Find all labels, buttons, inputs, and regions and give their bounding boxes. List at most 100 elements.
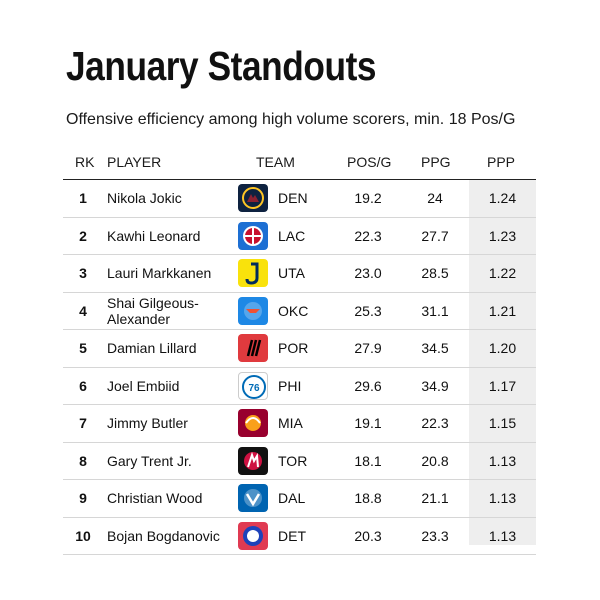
player-cell: Nikola Jokic	[107, 190, 182, 207]
ppg-cell: 20.8	[421, 452, 449, 469]
thunder-logo-icon	[238, 296, 268, 325]
team-cell: DAL	[278, 490, 306, 507]
player-cell: Christian Wood	[107, 490, 203, 507]
ppp-cell: 1.21	[488, 302, 517, 319]
team-logo-cell	[238, 518, 268, 555]
player-cell: Damian Lillard	[107, 340, 197, 357]
team-logo-cell	[238, 255, 268, 292]
ppp-cell: 1.13	[488, 452, 517, 469]
player-cell: Kawhi Leonard	[107, 227, 201, 244]
ppg-cell: 28.5	[421, 265, 449, 282]
player-cell: Bojan Bogdanovic	[107, 527, 220, 544]
pos-g-cell: 18.8	[354, 490, 382, 507]
rank-cell: 8	[79, 452, 87, 469]
team-cell: UTA	[278, 265, 305, 282]
ppp-column-highlight	[469, 180, 536, 545]
player-cell: Jimmy Butler	[107, 415, 188, 432]
table-row: 10 Bojan Bogdanovic DET 20.3 23.3 1.13	[63, 518, 536, 555]
ppp-cell: 1.15	[488, 415, 517, 432]
ppg-cell: 34.5	[421, 340, 449, 357]
ppp-cell: 1.23	[488, 227, 517, 244]
team-cell: PHI	[278, 377, 302, 394]
pos-g-cell: 23.0	[354, 265, 382, 282]
team-logo-cell: 76	[238, 368, 268, 405]
team-cell: OKC	[278, 302, 309, 319]
player-cell: Shai Gilgeous-Alexander	[107, 294, 199, 327]
ppg-cell: 31.1	[421, 302, 449, 319]
heat-logo-icon	[238, 409, 268, 438]
rank-cell: 1	[79, 190, 87, 207]
pos-g-cell: 29.6	[354, 377, 382, 394]
team-cell: MIA	[278, 415, 303, 432]
player-cell: Lauri Markkanen	[107, 265, 212, 282]
team-cell: TOR	[278, 452, 308, 469]
ppp-cell: 1.13	[488, 490, 517, 507]
ppg-cell: 21.1	[421, 490, 449, 507]
rank-cell: 9	[79, 490, 87, 507]
team-logo-cell	[238, 405, 268, 442]
column-header-pos-g: POS/G	[347, 154, 392, 170]
ppp-cell: 1.17	[488, 377, 517, 394]
ppg-cell: 27.7	[421, 227, 449, 244]
team-logo-cell	[238, 443, 268, 480]
table-row: 4 Shai Gilgeous-Alexander OKC 25.3 31.1 1.21	[63, 293, 536, 330]
rank-cell: 4	[79, 302, 87, 319]
rank-cell: 2	[79, 227, 87, 244]
pos-g-cell: 18.1	[354, 452, 382, 469]
table-row: 8 Gary Trent Jr. TOR 18.1 20.8 1.13	[63, 443, 536, 480]
ppp-cell: 1.13	[488, 527, 517, 544]
table-row: 6 Joel Embiid 76 PHI 29.6 34.9 1.17	[63, 368, 536, 405]
ppp-cell: 1.24	[488, 190, 517, 207]
table-row: 3 Lauri Markkanen UTA 23.0 28.5 1.22	[63, 255, 536, 293]
table-header: RK PLAYER TEAM POS/G PPG PPP	[63, 143, 536, 180]
team-cell: DEN	[278, 190, 308, 207]
clippers-logo-icon	[238, 221, 268, 250]
pistons-logo-icon	[238, 521, 268, 550]
pos-g-cell: 19.2	[354, 190, 382, 207]
player-cell: Gary Trent Jr.	[107, 452, 192, 469]
pos-g-cell: 19.1	[354, 415, 382, 432]
pos-g-cell: 20.3	[354, 527, 382, 544]
page-title: January Standouts	[66, 43, 377, 89]
table-row: 9 Christian Wood DAL 18.8 21.1 1.13	[63, 480, 536, 518]
table-body: 1 Nikola Jokic DEN 19.2 24 1.24 2 Kawhi Leonard…	[63, 180, 536, 555]
player-cell: Joel Embiid	[107, 377, 180, 394]
rank-cell: 7	[79, 415, 87, 432]
pos-g-cell: 25.3	[354, 302, 382, 319]
trail-blazers-logo-icon	[238, 334, 268, 363]
column-header-ppg: PPG	[421, 154, 451, 170]
jazz-logo-icon	[238, 259, 268, 288]
column-header-ppp: PPP	[487, 154, 516, 170]
team-cell: POR	[278, 340, 309, 357]
ppp-cell: 1.20	[488, 340, 517, 357]
column-header-rk: RK	[75, 154, 95, 170]
76ers-logo-icon: 76	[238, 371, 268, 400]
rank-cell: 5	[79, 340, 87, 357]
nuggets-logo-icon	[238, 184, 268, 213]
team-cell: LAC	[278, 227, 306, 244]
column-header-player: PLAYER	[107, 154, 162, 170]
team-logo-cell	[238, 330, 268, 367]
ppg-cell: 24	[427, 190, 443, 207]
pos-g-cell: 27.9	[354, 340, 382, 357]
ppg-cell: 34.9	[421, 377, 449, 394]
team-logo-cell	[238, 218, 268, 255]
svg-text:76: 76	[248, 383, 260, 394]
pos-g-cell: 22.3	[354, 227, 382, 244]
team-logo-cell	[238, 293, 268, 330]
mavericks-logo-icon	[238, 484, 268, 513]
rank-cell: 3	[79, 265, 87, 282]
rank-cell: 6	[79, 377, 87, 394]
standings-table: RK PLAYER TEAM POS/G PPG PPP 1 Nikola Jok…	[63, 143, 536, 555]
rank-cell: 10	[75, 527, 91, 544]
team-logo-cell	[238, 180, 268, 217]
table-row: 2 Kawhi Leonard LAC 22.3 27.7 1.23	[63, 218, 536, 255]
page-subtitle: Offensive efficiency among high volume s…	[66, 111, 516, 128]
table-row: 1 Nikola Jokic DEN 19.2 24 1.24	[63, 180, 536, 218]
table-row: 7 Jimmy Butler MIA 19.1 22.3 1.15	[63, 405, 536, 443]
column-header-team: TEAM	[256, 154, 295, 170]
raptors-logo-icon	[238, 446, 268, 475]
table-row: 5 Damian Lillard POR 27.9 34.5 1.20	[63, 330, 536, 368]
ppg-cell: 22.3	[421, 415, 449, 432]
team-logo-cell	[238, 480, 268, 517]
